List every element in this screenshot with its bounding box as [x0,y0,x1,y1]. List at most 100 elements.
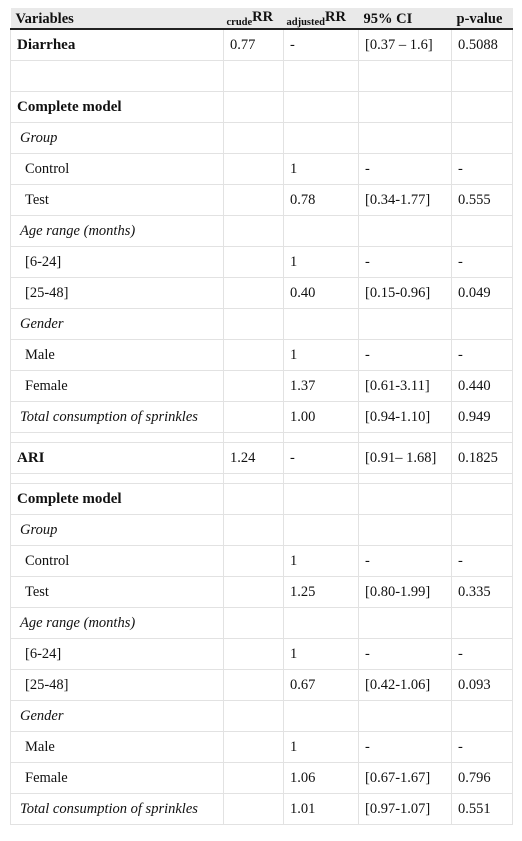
header-adjusted-rr-label: RR [325,9,346,25]
pvalue-cell: - [451,731,513,763]
pvalue-cell: 0.555 [451,184,513,216]
outcome-label: ARI [10,442,224,474]
level-label: Test [10,184,224,216]
adjusted-rr-cell: 1.37 [283,370,359,402]
table-row: [6-24] 1 - - [10,638,513,670]
adjusted-rr-cell: 0.67 [283,669,359,701]
pvalue-cell: - [451,153,513,185]
level-label: [6-24] [10,638,224,670]
ci-cell: [0.91– 1.68] [358,442,452,474]
pvalue-cell: 0.5088 [451,28,513,61]
level-label: [6-24] [10,246,224,278]
adjusted-rr-cell: 1.00 [283,401,359,433]
ci-cell: [0.97-1.07] [358,793,452,825]
adjusted-rr-cell: 1 [283,638,359,670]
adjusted-rr-cell: 1 [283,246,359,278]
ci-cell: - [358,153,452,185]
table-row: Gender [10,308,513,340]
crude-rr-cell: 1.24 [223,442,284,474]
table-row: Group [10,122,513,154]
level-label: Female [10,370,224,402]
table-row: Female 1.06 [0.67-1.67] 0.796 [10,762,513,794]
adjusted-rr-cell: 1 [283,339,359,371]
variable-group-label: Gender [10,700,224,732]
table-row: Gender [10,700,513,732]
table-row: Male 1 - - [10,731,513,763]
ci-cell: - [358,339,452,371]
level-label: Test [10,576,224,608]
pvalue-cell: 0.796 [451,762,513,794]
spacer-row [10,60,513,92]
header-crude-sub: crude [226,17,253,28]
model-label: Complete model [10,483,224,515]
variable-group-label: Group [10,122,224,154]
header-adjusted-sub: adjusted [286,17,326,28]
table-row: Age range (months) [10,607,513,639]
table-header: Variables crudeRR adjustedRR 95% CI p-va… [10,8,513,30]
variable-group-label: Age range (months) [10,215,224,247]
table-row: Complete model [10,483,513,515]
table-row: Female 1.37 [0.61-3.11] 0.440 [10,370,513,402]
pvalue-cell: 0.949 [451,401,513,433]
pvalue-cell: - [451,339,513,371]
spacer-row [10,432,513,443]
pvalue-cell: - [451,545,513,577]
outcome-label: Diarrhea [10,28,224,61]
adjusted-rr-cell: 1 [283,153,359,185]
pvalue-cell: 0.440 [451,370,513,402]
adjusted-rr-cell: 0.40 [283,277,359,309]
ci-cell: - [358,638,452,670]
table-row: Diarrhea 0.77 - [0.37 – 1.6] 0.5088 [10,28,513,61]
ci-cell: - [358,246,452,278]
adjusted-rr-cell: - [283,442,359,474]
header-crude-rr: crudeRR [223,8,284,30]
table-row: [25-48] 0.40 [0.15-0.96] 0.049 [10,277,513,309]
table-row: Control 1 - - [10,153,513,185]
ci-cell: [0.80-1.99] [358,576,452,608]
header-variables: Variables [10,8,224,30]
pvalue-cell: - [451,246,513,278]
adjusted-rr-cell: 1.06 [283,762,359,794]
header-crude-rr-label: RR [252,9,274,25]
ci-cell: [0.34-1.77] [358,184,452,216]
table-row: ARI 1.24 - [0.91– 1.68] 0.1825 [10,442,513,474]
table-row: Total consumption of sprinkles 1.00 [0.9… [10,401,513,433]
level-label: [25-48] [10,277,224,309]
crude-rr-cell: 0.77 [223,28,284,61]
pvalue-cell: 0.335 [451,576,513,608]
variable-group-label: Total consumption of sprinkles [10,793,224,825]
pvalue-cell: 0.1825 [451,442,513,474]
ci-cell: [0.94-1.10] [358,401,452,433]
ci-cell: [0.67-1.67] [358,762,452,794]
table-row: Control 1 - - [10,545,513,577]
header-adjusted-rr: adjustedRR [283,8,359,30]
header-row: Variables crudeRR adjustedRR 95% CI p-va… [10,8,513,30]
level-label: Male [10,339,224,371]
adjusted-rr-cell: - [283,28,359,61]
variable-group-label: Total consumption of sprinkles [10,401,224,433]
adjusted-rr-cell: 1.01 [283,793,359,825]
pvalue-cell: 0.049 [451,277,513,309]
variable-group-label: Group [10,514,224,546]
ci-cell: - [358,545,452,577]
table-row: Group [10,514,513,546]
model-label: Complete model [10,91,224,123]
table-row: Test 0.78 [0.34-1.77] 0.555 [10,184,513,216]
adjusted-rr-cell: 0.78 [283,184,359,216]
spacer-row [10,473,513,484]
pvalue-cell: 0.551 [451,793,513,825]
adjusted-rr-cell: 1 [283,731,359,763]
adjusted-rr-cell: 1.25 [283,576,359,608]
level-label: Female [10,762,224,794]
level-label: Male [10,731,224,763]
table-row: [6-24] 1 - - [10,246,513,278]
table-row: Total consumption of sprinkles 1.01 [0.9… [10,793,513,825]
ci-cell: [0.37 – 1.6] [358,28,452,61]
pvalue-cell: 0.093 [451,669,513,701]
table-row: Age range (months) [10,215,513,247]
header-ci: 95% CI [358,8,452,30]
level-label: Control [10,545,224,577]
header-pvalue: p-value [451,8,513,30]
adjusted-rr-cell: 1 [283,545,359,577]
pvalue-cell: - [451,638,513,670]
